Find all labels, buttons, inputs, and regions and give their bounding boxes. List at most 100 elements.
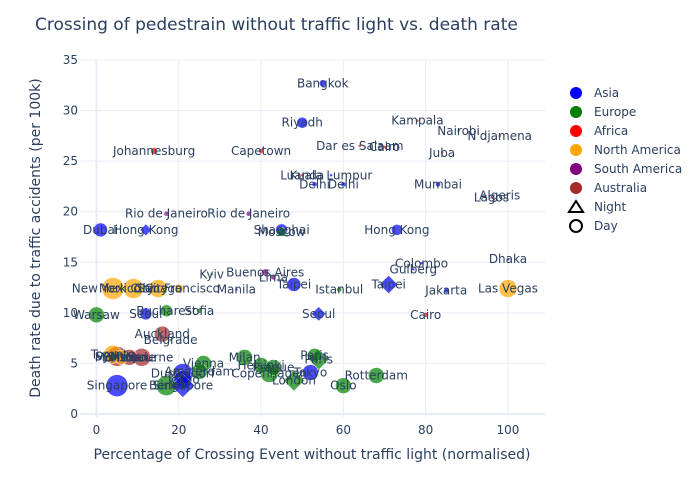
data-point bbox=[319, 79, 327, 88]
data-label: N'djamena bbox=[467, 129, 532, 143]
data-point bbox=[358, 144, 362, 148]
data-point bbox=[283, 369, 305, 392]
legend-marker bbox=[570, 87, 582, 99]
legend-marker bbox=[569, 219, 583, 233]
data-point bbox=[422, 312, 429, 318]
data-point bbox=[391, 224, 403, 236]
grid bbox=[80, 59, 545, 417]
data-label: Rio de Janeiro bbox=[207, 207, 290, 221]
data-label: Milan bbox=[229, 350, 261, 364]
data-label: Kuala Lumpur bbox=[290, 168, 373, 182]
data-label: Paris bbox=[304, 352, 333, 366]
data-point bbox=[123, 278, 144, 299]
data-label: Amsterdam bbox=[165, 364, 235, 378]
data-label: Rotterdam bbox=[345, 369, 408, 383]
data-label: Lima bbox=[259, 270, 288, 284]
data-point bbox=[113, 350, 129, 365]
data-point bbox=[150, 147, 158, 155]
data-point bbox=[382, 145, 387, 149]
data-point bbox=[497, 134, 502, 138]
data-point bbox=[139, 307, 153, 321]
data-label: Auckland bbox=[135, 327, 190, 341]
legend-marker bbox=[567, 199, 585, 213]
y-tick-label: 30 bbox=[63, 104, 78, 118]
data-point bbox=[261, 268, 269, 277]
data-point bbox=[265, 359, 282, 376]
legend: Asia Europe Africa North America South Ameri… bbox=[567, 86, 682, 233]
data-point bbox=[302, 364, 319, 381]
data-label: Rio de Janeiro bbox=[125, 207, 208, 221]
data-point bbox=[340, 181, 347, 188]
legend-label: Europe bbox=[594, 105, 636, 119]
data-point bbox=[209, 272, 214, 277]
legend-marker bbox=[570, 125, 582, 137]
x-tick-label: 20 bbox=[171, 423, 186, 437]
data-label: Dubai bbox=[83, 223, 118, 237]
data-label: Hong Kong bbox=[364, 223, 429, 237]
data-label: Melbourne bbox=[110, 350, 173, 364]
x-tick-label: 0 bbox=[93, 423, 101, 437]
data-label: Mumbai bbox=[414, 177, 462, 191]
data-label: Colombo bbox=[395, 256, 448, 270]
data-point bbox=[160, 304, 173, 318]
legend-marker bbox=[570, 106, 582, 118]
y-tick-label: 35 bbox=[63, 53, 78, 67]
data-label: Hong Kong bbox=[113, 223, 178, 237]
data-label: Dar es Salaam bbox=[316, 139, 404, 153]
data-point bbox=[506, 257, 510, 261]
data-label: Manila bbox=[217, 283, 256, 297]
y-tick-label: 0 bbox=[70, 407, 78, 421]
y-tick-label: 5 bbox=[70, 356, 78, 370]
data-point bbox=[170, 373, 195, 398]
y-tick-label: 15 bbox=[63, 255, 78, 269]
data-point bbox=[415, 118, 420, 123]
data-label: Kampala bbox=[391, 114, 443, 128]
data-point bbox=[88, 306, 105, 324]
x-tick-label: 100 bbox=[497, 423, 520, 437]
data-point bbox=[163, 210, 170, 217]
data-point bbox=[286, 277, 302, 292]
data-label: Paris bbox=[300, 348, 329, 362]
legend-label: Asia bbox=[594, 86, 619, 100]
data-label: Delhi bbox=[328, 177, 359, 191]
x-tick-label: 60 bbox=[336, 423, 351, 437]
data-label: Warsaw bbox=[73, 308, 120, 322]
data-point bbox=[335, 377, 352, 394]
data-label: Singapore bbox=[87, 379, 148, 393]
data-label: Mexico City bbox=[99, 282, 168, 296]
data-point bbox=[497, 193, 502, 198]
data-point bbox=[336, 286, 342, 293]
data-label: Montreal bbox=[95, 350, 148, 364]
data-label: Bucharest bbox=[136, 304, 197, 318]
data-label: Taipei bbox=[276, 278, 311, 292]
data-point bbox=[276, 227, 287, 237]
data-point bbox=[368, 367, 385, 384]
data-label: Moscow bbox=[258, 225, 306, 239]
data-label: Taipei bbox=[370, 278, 405, 292]
data-point bbox=[411, 267, 416, 272]
legend-marker bbox=[570, 144, 582, 156]
y-tick-label: 10 bbox=[63, 306, 78, 320]
data-point bbox=[105, 374, 129, 397]
data-label: Shanghai bbox=[254, 223, 310, 237]
data-point bbox=[245, 210, 252, 217]
legend-label: Night bbox=[594, 200, 627, 214]
data-point bbox=[296, 116, 308, 129]
data-point bbox=[329, 173, 333, 178]
data-label: Toronto bbox=[90, 347, 135, 361]
data-label: Sofia bbox=[184, 304, 214, 318]
data-label: Prague bbox=[252, 360, 294, 374]
data-point bbox=[258, 148, 264, 154]
data-label: Brisbane bbox=[103, 350, 156, 364]
data-point bbox=[456, 129, 461, 133]
data-point bbox=[191, 363, 208, 380]
data-label: Bangkok bbox=[297, 76, 349, 90]
data-label: London bbox=[272, 374, 316, 388]
y-tick-label: 20 bbox=[63, 205, 78, 219]
data-label: Chicago bbox=[134, 282, 182, 296]
data-label: Gulberg bbox=[390, 262, 438, 276]
legend-label: North America bbox=[594, 143, 681, 157]
data-label: Berlin bbox=[149, 379, 184, 393]
